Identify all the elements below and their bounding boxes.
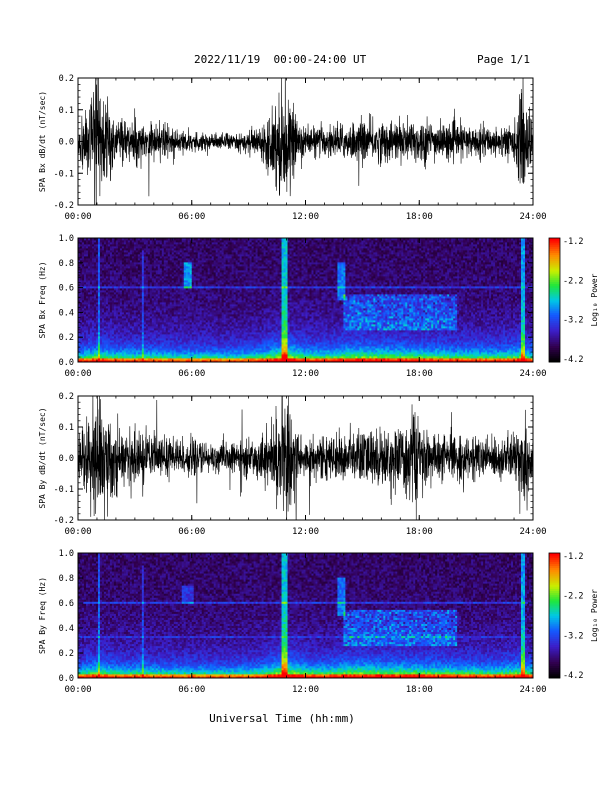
- x-tick-label: 18:00: [406, 527, 433, 537]
- series-line: [78, 381, 533, 533]
- colorbar-tick-label: -3.2: [563, 631, 583, 641]
- y-axis-label: SPA Bx Freq (Hz): [38, 261, 47, 338]
- y-axis-label: SPA Bx dB/dt (nT/sec): [38, 91, 47, 192]
- x-tick-label: 00:00: [64, 212, 91, 222]
- colorbar-label: Log₁₀ Power: [590, 589, 599, 642]
- y-tick-label: 0.0: [59, 454, 74, 464]
- colorbar-label: Log₁₀ Power: [590, 273, 599, 326]
- x-tick-label: 24:00: [519, 685, 546, 695]
- colorbar-tick-label: -1.2: [563, 237, 583, 247]
- x-tick-label: 18:00: [406, 369, 433, 379]
- x-tick-label: 06:00: [178, 685, 205, 695]
- y-tick-label: 0.2: [59, 392, 74, 402]
- y-tick-label: 0.4: [59, 308, 74, 318]
- x-tick-label: 24:00: [519, 212, 546, 222]
- y-tick-label: 0.0: [59, 138, 74, 148]
- colorbar-tick-label: -1.2: [563, 552, 583, 562]
- x-tick-label: 06:00: [178, 369, 205, 379]
- y-tick-label: 0.0: [59, 674, 74, 684]
- colorbar-tick-label: -4.2: [563, 355, 583, 365]
- colorbar-tick-label: -3.2: [563, 316, 583, 326]
- x-axis-label: Universal Time (hh:mm): [209, 712, 355, 725]
- y-tick-label: -0.1: [54, 169, 74, 179]
- y-tick-label: 0.2: [59, 333, 74, 343]
- y-tick-label: 0.8: [59, 574, 74, 584]
- colorbar-tick-label: -2.2: [563, 592, 583, 602]
- x-tick-label: 06:00: [178, 527, 205, 537]
- y-tick-label: 1.0: [59, 234, 74, 244]
- colorbar: -1.2 -2.2 -3.2 -4.2 Log₁₀ Power: [549, 237, 599, 365]
- x-tick-label: 00:00: [64, 527, 91, 537]
- x-tick-label: 00:00: [64, 369, 91, 379]
- y-tick-label: 0.1: [59, 106, 74, 116]
- colorbar-tick-label: -2.2: [563, 276, 583, 286]
- y-tick-label: 0.8: [59, 259, 74, 269]
- y-axis-label: SPA By dB/dt (nT/sec): [38, 407, 47, 508]
- colorbar-tick-label: -4.2: [563, 671, 583, 681]
- y-axis-label: SPA By Freq (Hz): [38, 577, 47, 654]
- x-tick-label: 18:00: [406, 212, 433, 222]
- x-tick-label: 12:00: [292, 212, 319, 222]
- y-tick-label: -0.2: [54, 516, 74, 526]
- x-tick-label: 12:00: [292, 527, 319, 537]
- y-tick-label: 0.1: [59, 423, 74, 433]
- y-tick-label: 1.0: [59, 549, 74, 559]
- y-tick-label: 0.2: [59, 649, 74, 659]
- spectrogram-panel-by-spectrogram: [78, 553, 533, 678]
- waveform-panel-by: [78, 381, 533, 533]
- y-tick-label: 0.6: [59, 599, 74, 609]
- x-tick-label: 12:00: [292, 369, 319, 379]
- y-tick-label: 0.6: [59, 284, 74, 294]
- x-tick-label: 18:00: [406, 685, 433, 695]
- x-tick-label: 00:00: [64, 685, 91, 695]
- spectrogram-panel-bx-spectrogram: [78, 238, 533, 362]
- x-tick-label: 24:00: [519, 527, 546, 537]
- y-tick-label: -0.1: [54, 485, 74, 495]
- x-tick-label: 06:00: [178, 212, 205, 222]
- x-tick-label: 12:00: [292, 685, 319, 695]
- figure: -1.2-2.2-3.2-4.2Log₁₀ Power-1.2-2.2-3.2-…: [0, 0, 612, 792]
- y-tick-label: -0.2: [54, 201, 74, 211]
- x-tick-label: 24:00: [519, 369, 546, 379]
- y-tick-label: 0.4: [59, 624, 74, 634]
- y-tick-label: 0.2: [59, 74, 74, 84]
- y-tick-label: 0.0: [59, 358, 74, 368]
- colorbar: -1.2 -2.2 -3.2 -4.2 Log₁₀ Power: [549, 552, 599, 681]
